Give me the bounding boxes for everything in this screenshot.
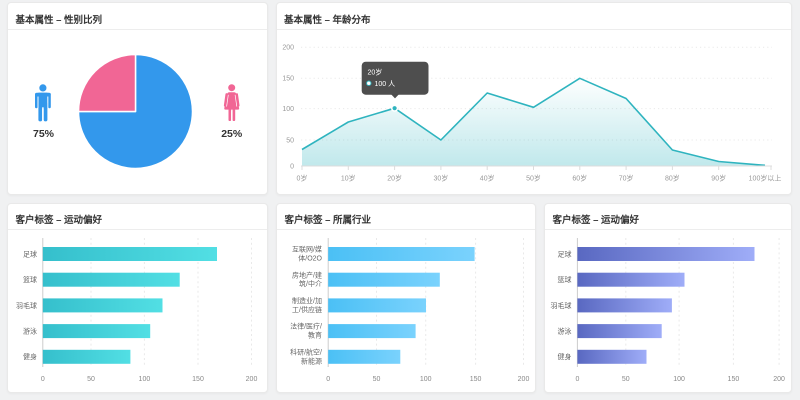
svg-text:50岁: 50岁 [526, 174, 541, 183]
svg-text:体/O2O: 体/O2O [298, 254, 322, 263]
svg-text:150: 150 [192, 376, 204, 383]
svg-text:游泳: 游泳 [558, 327, 572, 336]
svg-text:75%: 75% [33, 128, 55, 140]
svg-text:互联网/媒: 互联网/媒 [292, 245, 322, 254]
svg-text:150: 150 [470, 376, 482, 383]
svg-text:足球: 足球 [558, 249, 572, 258]
svg-text:0: 0 [575, 376, 579, 383]
svg-text:0岁: 0岁 [297, 174, 308, 183]
svg-text:200: 200 [246, 376, 258, 383]
svg-text:100: 100 [282, 106, 294, 113]
svg-text:100: 100 [139, 376, 151, 383]
svg-text:200: 200 [518, 376, 530, 383]
svg-text:游泳: 游泳 [23, 327, 37, 336]
svg-text:40岁: 40岁 [480, 174, 495, 183]
svg-text:60岁: 60岁 [572, 174, 587, 183]
svg-text:科研/航空/: 科研/航空/ [290, 347, 322, 356]
svg-text:篮球: 篮球 [558, 275, 572, 284]
svg-text:0: 0 [326, 376, 330, 383]
svg-text:筑/中介: 筑/中介 [299, 279, 322, 288]
svg-text:20岁: 20岁 [368, 67, 383, 76]
svg-text:教育: 教育 [308, 331, 322, 340]
svg-text:80岁: 80岁 [665, 174, 680, 183]
svg-text:新能源: 新能源 [301, 356, 322, 365]
svg-text:100: 100 [673, 376, 685, 383]
svg-text:足球: 足球 [23, 249, 37, 258]
svg-text:25%: 25% [221, 128, 243, 140]
svg-text:工/供应链: 工/供应链 [292, 305, 322, 314]
svg-text:50: 50 [286, 137, 294, 144]
svg-text:篮球: 篮球 [23, 275, 37, 284]
svg-text:制造业/加: 制造业/加 [292, 296, 322, 305]
svg-text:20岁: 20岁 [387, 174, 402, 183]
svg-text:50: 50 [373, 376, 381, 383]
svg-text:70岁: 70岁 [619, 174, 634, 183]
svg-text:羽毛球: 羽毛球 [16, 301, 37, 310]
svg-text:50: 50 [622, 376, 630, 383]
svg-text:150: 150 [728, 376, 740, 383]
svg-text:10岁: 10岁 [341, 174, 356, 183]
svg-text:房地产/建: 房地产/建 [292, 270, 322, 279]
svg-text:200: 200 [773, 376, 785, 383]
svg-text:健身: 健身 [558, 352, 572, 361]
svg-text:90岁: 90岁 [711, 174, 726, 183]
svg-text:0: 0 [290, 163, 294, 170]
svg-text:0: 0 [41, 376, 45, 383]
svg-text:100 人: 100 人 [375, 80, 396, 88]
svg-text:150: 150 [282, 76, 294, 83]
svg-text:200: 200 [282, 45, 294, 52]
svg-text:羽毛球: 羽毛球 [551, 301, 572, 310]
svg-text:法律/医疗/: 法律/医疗/ [290, 322, 322, 331]
svg-text:50: 50 [87, 376, 95, 383]
svg-text:100岁以上: 100岁以上 [749, 174, 782, 183]
svg-text:30岁: 30岁 [434, 174, 449, 183]
svg-text:100: 100 [420, 376, 432, 383]
svg-text:健身: 健身 [23, 352, 37, 361]
